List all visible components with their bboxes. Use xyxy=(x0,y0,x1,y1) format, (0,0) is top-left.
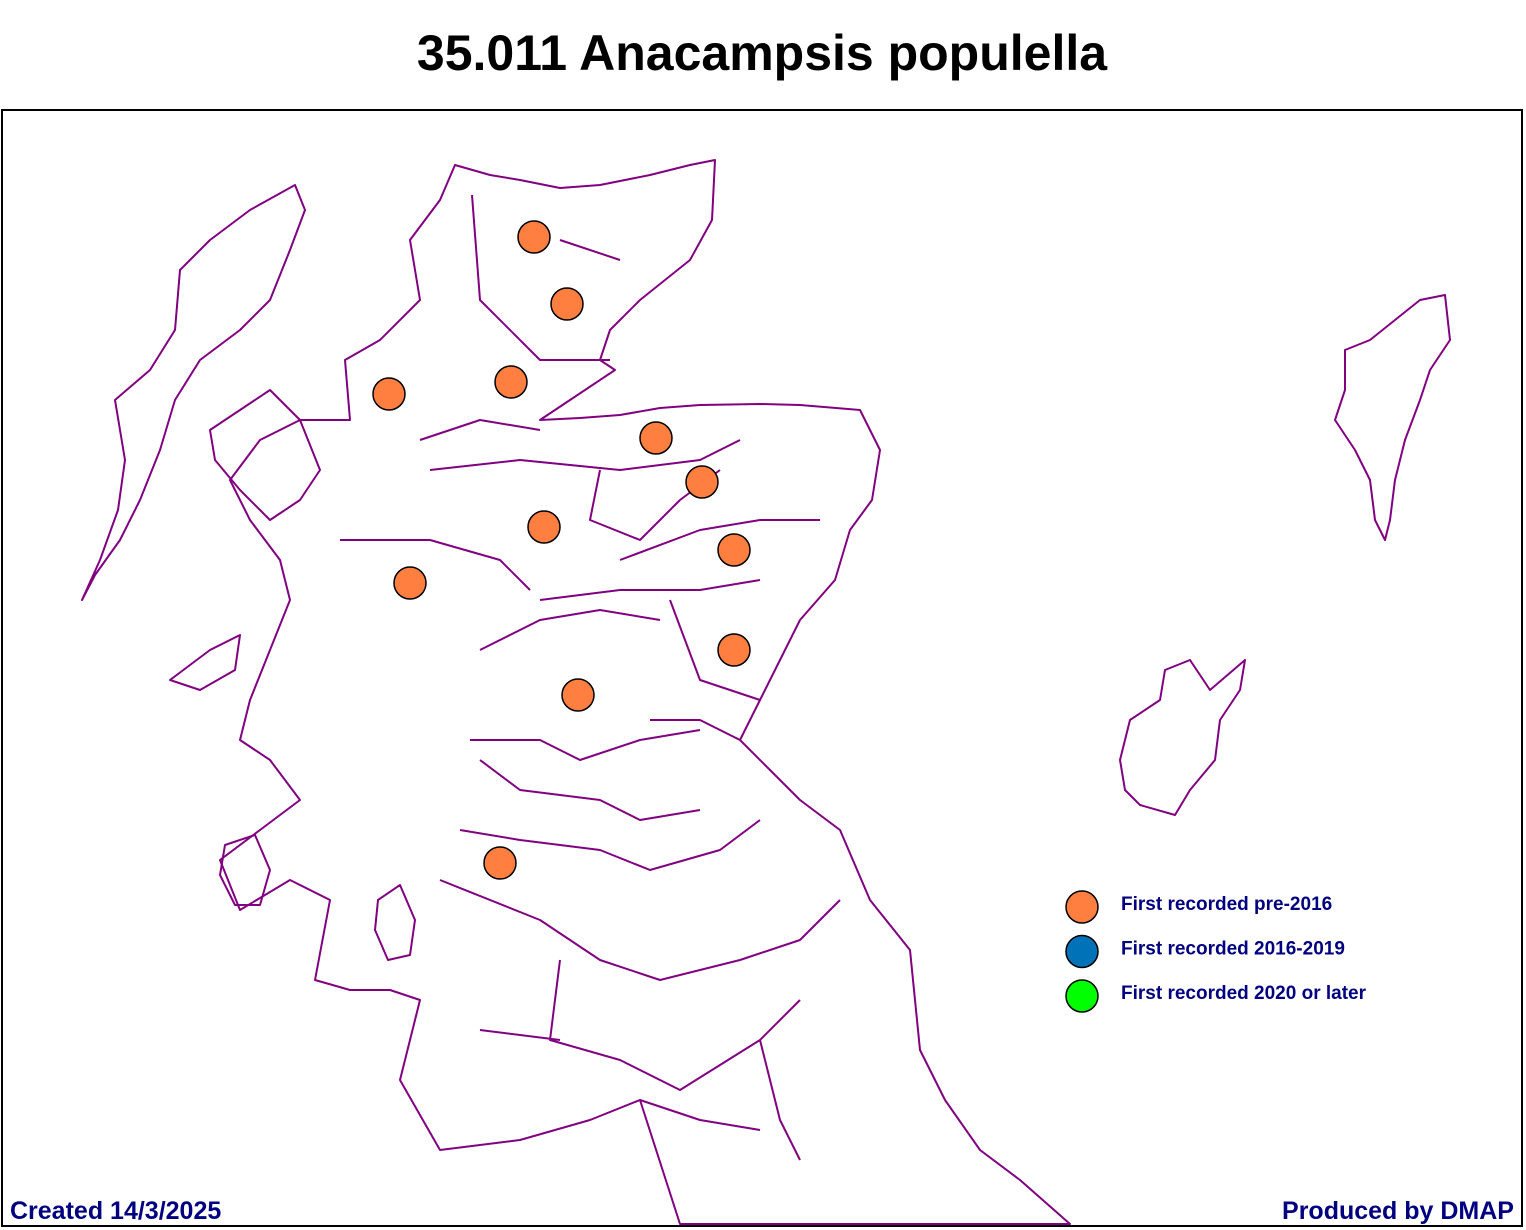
record-dot xyxy=(717,533,751,567)
coastline xyxy=(81,159,1451,1225)
legend-swatch xyxy=(1065,934,1099,969)
shetland xyxy=(1334,294,1451,541)
record-dot xyxy=(685,465,719,499)
record-dot xyxy=(393,566,427,600)
record-dot xyxy=(517,220,551,254)
record-dot xyxy=(561,678,595,712)
legend-swatch xyxy=(1065,890,1099,924)
mull xyxy=(169,634,241,691)
created-date: Created 14/3/2025 xyxy=(10,1197,221,1225)
legend: First recorded pre-2016 First recorded 20… xyxy=(1065,890,1367,1013)
producer: Produced by DMAP xyxy=(1282,1197,1514,1225)
record-dot xyxy=(550,287,584,321)
map-title: 35.011 Anacampsis populella xyxy=(417,25,1108,81)
arran xyxy=(374,884,416,961)
orkney xyxy=(1119,659,1246,816)
record-dot xyxy=(527,510,561,544)
outer-hebrides xyxy=(81,184,306,601)
record-dot xyxy=(639,421,673,455)
legend-label: First recorded 2020 or later xyxy=(1121,983,1367,1004)
islay xyxy=(219,834,271,906)
record-dot xyxy=(717,633,751,667)
record-dots xyxy=(372,220,751,880)
record-dot xyxy=(494,365,528,399)
legend-swatch xyxy=(1065,979,1099,1013)
legend-label: First recorded pre-2016 xyxy=(1121,894,1332,915)
vc-boundaries xyxy=(340,194,841,1161)
record-dot xyxy=(372,377,406,411)
record-dot xyxy=(483,846,517,880)
legend-label: First recorded 2016-2019 xyxy=(1121,939,1345,960)
skye xyxy=(209,389,321,521)
map-frame xyxy=(1,109,1523,1227)
mainland xyxy=(219,159,1071,1225)
